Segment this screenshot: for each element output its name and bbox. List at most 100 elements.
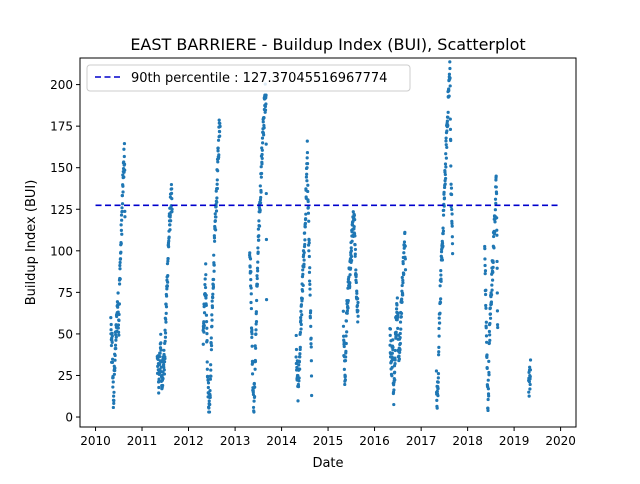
data-point [203,277,207,281]
data-point [305,179,309,183]
data-point [447,72,452,76]
data-point [210,305,215,310]
data-point [206,375,210,379]
data-point [450,221,454,226]
data-point [488,312,493,316]
data-point [163,328,167,332]
scatter-points [109,60,533,414]
data-point [123,215,127,219]
data-point [445,119,449,123]
y-axis-label: Buildup Index (BUI) [24,180,39,306]
x-axis: 2010 2011 2012 2013 2014 2015 2016 2017 2018 2019… [80,427,576,448]
data-point [491,265,495,269]
data-point [258,184,262,188]
data-point [491,270,495,274]
data-point [257,219,261,223]
data-point [528,375,532,379]
data-point [248,257,253,261]
data-point [120,193,125,198]
data-point [352,227,356,231]
x-tick-label: 2012 [173,434,204,448]
data-point [487,341,491,345]
data-point [494,191,499,196]
data-point [528,382,532,387]
data-point [495,323,500,327]
data-point [249,278,253,282]
data-point [485,340,489,344]
data-point [354,273,358,277]
data-point [303,238,307,242]
data-point [438,321,442,325]
data-point [491,260,495,265]
data-point [255,282,259,287]
data-point [402,251,406,255]
data-point [116,330,121,334]
data-point [345,311,349,315]
data-point [109,328,113,332]
data-point [348,284,352,288]
data-point [170,196,174,201]
data-point [253,344,257,348]
data-point [159,365,163,369]
data-point [260,136,265,140]
data-point [204,262,208,266]
data-point [206,378,210,382]
data-point [257,224,262,228]
chart-title: EAST BARRIERE - Buildup Index (BUI), Sca… [130,35,525,54]
data-point [110,360,115,364]
data-point [527,379,531,384]
data-point [344,341,348,346]
data-point [343,374,347,378]
data-point [444,156,448,160]
data-point [446,115,450,119]
data-point [302,262,306,266]
data-point [297,360,302,364]
data-point [392,402,396,407]
y-tick-label: 25 [58,369,73,383]
data-point [162,360,167,364]
data-point [167,235,171,239]
data-point [166,256,170,261]
data-point [398,348,402,352]
data-point [113,358,117,362]
data-point [488,306,492,310]
data-point [307,249,311,253]
y-tick-label: 0 [65,411,73,425]
data-point [118,263,122,268]
data-point [119,242,123,246]
data-point [483,272,487,276]
data-point [257,238,261,242]
y-tick-label: 150 [50,161,73,175]
data-point [202,311,207,315]
data-point [112,398,116,403]
data-point [449,164,453,168]
data-point [300,296,304,301]
data-point [123,209,127,213]
data-point [436,380,440,384]
data-point [117,333,121,337]
data-point [116,323,121,327]
data-point [486,408,490,413]
data-point [210,318,214,322]
data-point [349,254,354,259]
data-point [256,260,260,264]
data-point [119,228,123,232]
data-point [350,258,354,263]
data-point [490,288,494,292]
data-point [111,405,115,410]
data-point [395,303,399,307]
data-point [298,345,302,350]
data-point [112,372,116,376]
data-point [168,228,172,232]
data-point [249,292,253,296]
data-point [114,333,118,337]
data-point [448,76,452,80]
data-point [294,333,298,338]
data-point [206,381,211,385]
data-point [305,150,310,155]
data-point [447,89,451,93]
data-point [487,370,491,375]
data-point [163,331,168,335]
data-point [486,378,490,382]
data-point [401,281,405,285]
